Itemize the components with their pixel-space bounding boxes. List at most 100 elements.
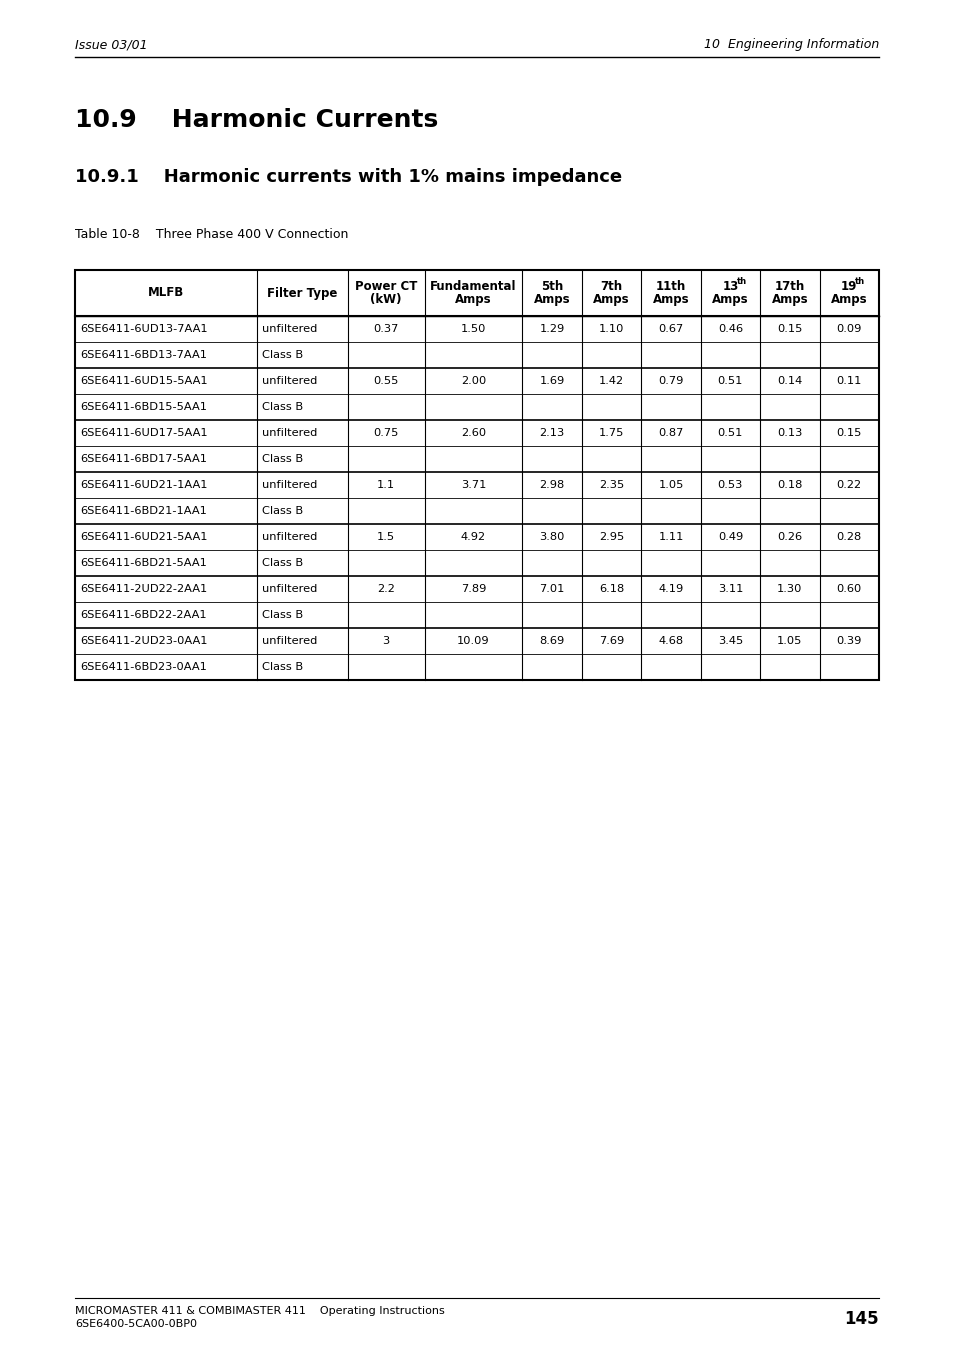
Text: (kW): (kW) (370, 293, 401, 307)
Text: 0.22: 0.22 (836, 480, 861, 490)
Text: 1.69: 1.69 (539, 376, 564, 386)
Text: 0.79: 0.79 (658, 376, 683, 386)
Text: 0.18: 0.18 (777, 480, 801, 490)
Text: Class B: Class B (261, 611, 303, 620)
Text: 6SE6411-6BD21-5AA1: 6SE6411-6BD21-5AA1 (80, 558, 207, 567)
Text: 0.11: 0.11 (836, 376, 862, 386)
Text: 10.9.1    Harmonic currents with 1% mains impedance: 10.9.1 Harmonic currents with 1% mains i… (75, 168, 621, 186)
Text: 19: 19 (841, 280, 857, 293)
Text: 0.13: 0.13 (777, 428, 801, 438)
Text: Class B: Class B (261, 558, 303, 567)
Text: Amps: Amps (771, 293, 807, 307)
Text: 6SE6411-6BD23-0AA1: 6SE6411-6BD23-0AA1 (80, 662, 207, 671)
Text: Issue 03/01: Issue 03/01 (75, 38, 148, 51)
Text: Amps: Amps (593, 293, 629, 307)
Text: 0.67: 0.67 (658, 324, 683, 334)
Text: 6SE6411-6UD21-1AA1: 6SE6411-6UD21-1AA1 (80, 480, 208, 490)
Text: 3: 3 (382, 636, 390, 646)
Text: 1.1: 1.1 (376, 480, 395, 490)
Text: 13: 13 (721, 280, 738, 293)
Text: 6SE6411-6BD22-2AA1: 6SE6411-6BD22-2AA1 (80, 611, 207, 620)
Text: 6SE6411-6UD13-7AA1: 6SE6411-6UD13-7AA1 (80, 324, 208, 334)
Text: 4.19: 4.19 (658, 584, 683, 594)
Text: 0.60: 0.60 (836, 584, 861, 594)
Text: 2.60: 2.60 (460, 428, 486, 438)
Text: 1.30: 1.30 (777, 584, 801, 594)
Text: 2.2: 2.2 (376, 584, 395, 594)
Text: 6SE6411-6UD15-5AA1: 6SE6411-6UD15-5AA1 (80, 376, 208, 386)
Text: 10.09: 10.09 (456, 636, 489, 646)
Text: 0.26: 0.26 (777, 532, 801, 542)
Text: 0.39: 0.39 (836, 636, 862, 646)
Text: 0.87: 0.87 (658, 428, 683, 438)
Text: 1.29: 1.29 (539, 324, 564, 334)
Text: 17th: 17th (774, 280, 804, 293)
Text: unfiltered: unfiltered (261, 376, 316, 386)
Text: 4.68: 4.68 (658, 636, 683, 646)
Text: 2.13: 2.13 (539, 428, 564, 438)
Text: 11th: 11th (656, 280, 685, 293)
Text: Fundamental: Fundamental (430, 280, 517, 293)
Text: 1.11: 1.11 (658, 532, 683, 542)
Text: 2.00: 2.00 (460, 376, 486, 386)
Text: 7th: 7th (599, 280, 622, 293)
Text: unfiltered: unfiltered (261, 584, 316, 594)
Text: 6SE6411-6BD21-1AA1: 6SE6411-6BD21-1AA1 (80, 507, 207, 516)
Text: unfiltered: unfiltered (261, 636, 316, 646)
Text: Class B: Class B (261, 350, 303, 359)
Text: Class B: Class B (261, 403, 303, 412)
Text: 1.75: 1.75 (598, 428, 623, 438)
Text: 6SE6411-6UD17-5AA1: 6SE6411-6UD17-5AA1 (80, 428, 208, 438)
Text: 7.89: 7.89 (460, 584, 486, 594)
Text: th: th (855, 277, 864, 286)
Text: 0.49: 0.49 (717, 532, 742, 542)
Text: 0.55: 0.55 (373, 376, 398, 386)
Text: Amps: Amps (534, 293, 570, 307)
Text: Amps: Amps (652, 293, 689, 307)
Text: 0.51: 0.51 (717, 428, 742, 438)
Text: 0.51: 0.51 (717, 376, 742, 386)
Text: 6.18: 6.18 (598, 584, 623, 594)
Text: MICROMASTER 411 & COMBIMASTER 411    Operating Instructions: MICROMASTER 411 & COMBIMASTER 411 Operat… (75, 1306, 444, 1316)
Text: Amps: Amps (711, 293, 748, 307)
Text: 0.15: 0.15 (777, 324, 801, 334)
Text: unfiltered: unfiltered (261, 324, 316, 334)
Text: 10.9    Harmonic Currents: 10.9 Harmonic Currents (75, 108, 437, 132)
Text: th: th (736, 277, 746, 286)
Text: 1.5: 1.5 (376, 532, 395, 542)
Text: 0.75: 0.75 (373, 428, 398, 438)
Text: Table 10-8    Three Phase 400 V Connection: Table 10-8 Three Phase 400 V Connection (75, 228, 348, 240)
Text: 145: 145 (843, 1310, 878, 1328)
Text: 0.09: 0.09 (836, 324, 862, 334)
Text: 6SE6411-6BD17-5AA1: 6SE6411-6BD17-5AA1 (80, 454, 207, 463)
Text: 0.37: 0.37 (373, 324, 398, 334)
Text: 3.71: 3.71 (460, 480, 486, 490)
Text: unfiltered: unfiltered (261, 480, 316, 490)
Text: 6SE6411-2UD23-0AA1: 6SE6411-2UD23-0AA1 (80, 636, 208, 646)
Text: 6SE6411-6UD21-5AA1: 6SE6411-6UD21-5AA1 (80, 532, 208, 542)
Text: 0.46: 0.46 (717, 324, 742, 334)
Text: 1.42: 1.42 (598, 376, 623, 386)
Text: Class B: Class B (261, 507, 303, 516)
Text: Class B: Class B (261, 662, 303, 671)
Text: Power CT: Power CT (355, 280, 416, 293)
Text: 6SE6411-2UD22-2AA1: 6SE6411-2UD22-2AA1 (80, 584, 207, 594)
Text: 2.95: 2.95 (598, 532, 623, 542)
Text: 3.80: 3.80 (538, 532, 564, 542)
Bar (75, 270, 878, 680)
Text: unfiltered: unfiltered (261, 532, 316, 542)
Text: 4.92: 4.92 (460, 532, 486, 542)
Text: 0.53: 0.53 (717, 480, 742, 490)
Text: 8.69: 8.69 (539, 636, 564, 646)
Text: 5th: 5th (540, 280, 562, 293)
Text: unfiltered: unfiltered (261, 428, 316, 438)
Text: 7.69: 7.69 (598, 636, 623, 646)
Text: 3.11: 3.11 (717, 584, 742, 594)
Text: MLFB: MLFB (148, 286, 184, 300)
Text: 1.05: 1.05 (777, 636, 801, 646)
Text: 6SE6411-6BD13-7AA1: 6SE6411-6BD13-7AA1 (80, 350, 207, 359)
Text: 1.10: 1.10 (598, 324, 623, 334)
Text: 2.35: 2.35 (598, 480, 623, 490)
Text: 1.05: 1.05 (658, 480, 683, 490)
Text: 0.15: 0.15 (836, 428, 862, 438)
